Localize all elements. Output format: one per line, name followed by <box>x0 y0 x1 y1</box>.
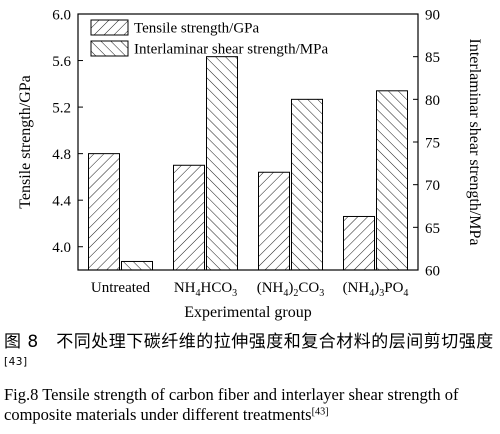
right-axis-tick-label: 85 <box>425 50 440 66</box>
caption-en-text: Fig.8 Tensile strength of carbon fiber a… <box>4 385 459 424</box>
bar-shear-1 <box>121 260 153 271</box>
figure-caption-chinese: 图 8 不同处理下碳纤维的拉伸强度和复合材料的层间剪切强度 [43] <box>4 330 496 378</box>
left-axis-tick-label: 6.0 <box>52 8 71 24</box>
bar-tensile-2 <box>173 164 205 271</box>
x-category-label: Untreated <box>91 280 151 296</box>
x-category-label: (NH4)3PO4 <box>343 280 409 299</box>
bar-shear-3 <box>291 98 323 271</box>
left-axis-tick-label: 4.4 <box>52 194 71 210</box>
legend: Tensile strength/GPa Interlaminar shear s… <box>90 19 328 58</box>
dual-axis-bar-chart: 4.0 4.4 4.8 5.2 5.6 6.0 60 65 70 75 80 85 90 Untreate… <box>17 8 483 322</box>
right-axis-tick-label: 75 <box>425 136 440 152</box>
legend-label-tensile: Tensile strength/GPa <box>134 21 260 37</box>
right-axis-tick-label: 60 <box>425 264 440 280</box>
bar-tensile-4 <box>343 215 375 271</box>
x-category-label: NH4HCO3 <box>174 280 237 299</box>
figure-caption-english: Fig.8 Tensile strength of carbon fiber a… <box>4 385 496 425</box>
right-axis-tick-label: 80 <box>425 93 440 109</box>
caption-cn-text: 图 8 不同处理下碳纤维的拉伸强度和复合材料的层间剪切强度 <box>4 332 494 352</box>
right-axis-title: Interlaminar shear strength/MPa <box>466 38 483 245</box>
bar-shear-4 <box>376 90 408 271</box>
bar-shear-2 <box>206 56 238 271</box>
right-axis-tick-label: 70 <box>425 178 440 194</box>
caption-cn-reference: [43] <box>4 356 28 369</box>
x-category-label: (NH4)2CO3 <box>257 280 325 299</box>
left-axis-tick-label: 4.0 <box>52 240 71 256</box>
x-axis-title: Experimental group <box>184 304 312 321</box>
right-axis-tick-label: 90 <box>425 8 440 24</box>
right-axis-tick-label: 65 <box>425 221 440 237</box>
legend-label-shear: Interlaminar shear strength/MPa <box>134 42 328 58</box>
axes-layer: 4.0 4.4 4.8 5.2 5.6 6.0 60 65 70 75 80 85 90 Untreate… <box>17 8 483 322</box>
left-axis-tick-label: 5.6 <box>52 54 71 70</box>
left-axis-title: Tensile strength/GPa <box>17 75 34 209</box>
bars-layer <box>88 56 408 271</box>
bar-tensile-1 <box>88 153 120 271</box>
caption-en-reference: [43] <box>311 406 329 418</box>
legend-swatch-tensile <box>90 19 129 36</box>
left-axis-tick-label: 5.2 <box>52 101 71 117</box>
left-axis-tick-label: 4.8 <box>52 147 71 163</box>
bar-tensile-3 <box>258 171 290 271</box>
legend-swatch-shear <box>90 40 129 57</box>
